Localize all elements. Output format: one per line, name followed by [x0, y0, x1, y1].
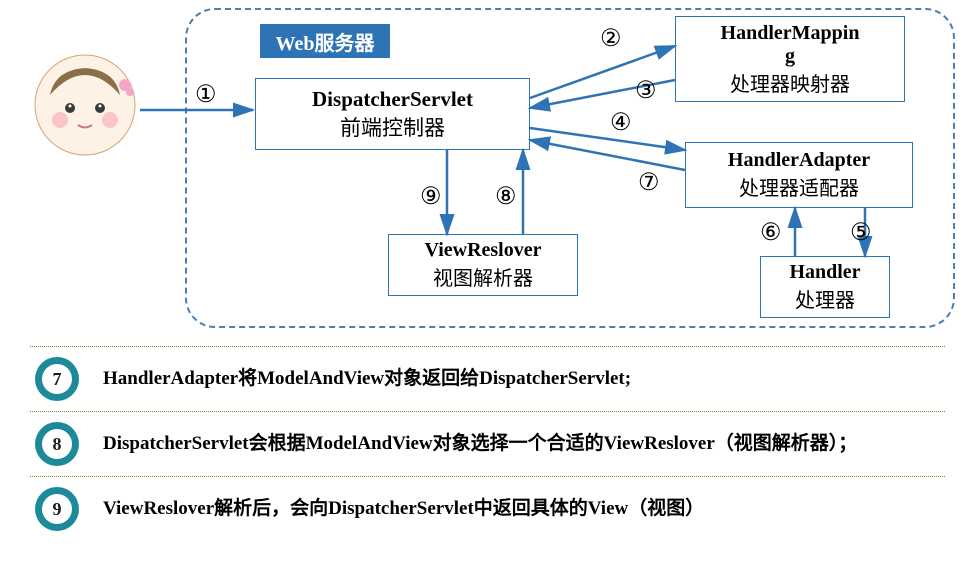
step-9: ⑨	[420, 182, 442, 211]
step-2: ②	[600, 24, 622, 53]
arrows-svg	[0, 0, 975, 340]
note-number-7: 7	[42, 364, 72, 394]
note-text-9: ViewReslover解析后，会向DispatcherServlet中返回具体…	[103, 496, 704, 523]
step-8: ⑧	[495, 182, 517, 211]
note-row-9: 9 ViewReslover解析后，会向DispatcherServlet中返回…	[0, 483, 975, 535]
notes-area: 7 HandlerAdapter将ModelAndView对象返回给Dispat…	[0, 340, 975, 535]
note-circle-7: 7	[35, 357, 79, 401]
step-6: ⑥	[760, 218, 782, 247]
note-text-7: HandlerAdapter将ModelAndView对象返回给Dispatch…	[103, 366, 631, 393]
step-1: ①	[195, 80, 217, 109]
note-text-8: DispatcherServlet会根据ModelAndView对象选择一个合适…	[103, 431, 857, 458]
note-number-9: 9	[42, 494, 72, 524]
note-row-7: 7 HandlerAdapter将ModelAndView对象返回给Dispat…	[0, 353, 975, 405]
note-row-8: 8 DispatcherServlet会根据ModelAndView对象选择一个…	[0, 418, 975, 470]
step-5: ⑤	[850, 218, 872, 247]
note-number-8: 8	[42, 429, 72, 459]
diagram-area: Web服务器 DispatcherServlet 前端控制器 HandlerMa…	[0, 0, 975, 340]
note-circle-9: 9	[35, 487, 79, 531]
note-circle-8: 8	[35, 422, 79, 466]
step-3: ③	[635, 76, 657, 105]
step-7: ⑦	[638, 168, 660, 197]
step-4: ④	[610, 108, 632, 137]
